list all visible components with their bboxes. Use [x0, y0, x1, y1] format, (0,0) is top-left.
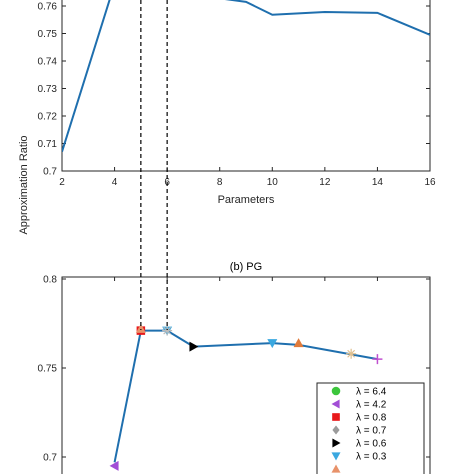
legend-entry-label: λ = 0.3	[356, 452, 387, 463]
top-y-tick-label: 0.71	[38, 139, 58, 150]
top-chart: 2468101214160.70.710.720.730.740.750.76 …	[38, 0, 436, 206]
top-ticks: 2468101214160.70.710.720.730.740.750.76	[38, 2, 436, 189]
bottom-axes-frame	[61, 276, 431, 474]
top-y-tick-label: 0.72	[38, 112, 58, 123]
legend-marker-circle	[331, 386, 341, 396]
bottom-y-tick-label: 0.7	[43, 453, 57, 464]
legend-entries: λ = 6.4 λ = 4.2 λ = 0.8 λ = 0.7 λ = 0.6 λ = 0…	[331, 386, 387, 473]
legend: λ = 6.4 λ = 4.2 λ = 0.8 λ = 0.7 λ = 0.6 λ = 0…	[316, 382, 425, 474]
bottom-chart-title: (b) PG	[230, 261, 262, 273]
data-marker-plus	[372, 354, 383, 365]
legend-marker-tri-left	[331, 399, 340, 409]
top-axes-frame	[61, 0, 431, 172]
data-marker-tri-up	[293, 338, 304, 348]
legend-marker-tri-down	[331, 452, 341, 461]
top-y-tick-label: 0.75	[38, 29, 58, 40]
bottom-chart: (b) PG 0.70.750.8 λ = 6.4λ = 4.2λ = 0.8λ…	[38, 261, 431, 474]
top-x-tick-label: 4	[112, 177, 118, 188]
top-x-tick-label: 2	[59, 177, 65, 188]
legend-marker-tri-right	[332, 438, 341, 448]
top-x-tick-label: 8	[217, 177, 223, 188]
data-marker-star	[162, 325, 173, 336]
legend-entry-label: λ = 0.7	[356, 426, 387, 437]
legend-entry-label: λ = 0.8	[356, 413, 387, 424]
top-y-tick-label: 0.74	[38, 57, 58, 68]
legend-marker-diamond	[332, 425, 340, 435]
legend-marker-square	[332, 413, 340, 421]
top-x-tick-label: 10	[267, 177, 279, 188]
data-marker-tri-left	[109, 460, 119, 471]
top-y-tick-label: 0.7	[43, 167, 57, 178]
data-marker-tri-up	[135, 323, 146, 333]
data-marker-tri-down	[267, 339, 278, 349]
data-marker-star	[346, 348, 357, 359]
top-y-tick-label: 0.73	[38, 84, 58, 95]
top-y-tick-label: 0.76	[38, 2, 58, 13]
dashed-reference-lines	[140, 0, 168, 330]
bottom-markers	[109, 323, 383, 471]
data-marker-tri-right	[189, 341, 199, 352]
top-x-axis-label: Parameters	[218, 194, 275, 206]
bottom-y-tick-label: 0.8	[43, 275, 57, 286]
top-x-tick-label: 12	[319, 177, 331, 188]
legend-marker-tri-up	[331, 464, 341, 473]
top-x-tick-label: 14	[372, 177, 384, 188]
top-x-tick-label: 16	[424, 177, 436, 188]
legend-entry-label: λ = 4.2	[356, 400, 387, 411]
top-series-line	[62, 0, 430, 153]
y-axis-label: Approximation Ratio	[18, 135, 30, 234]
legend-entry-label: λ = 0.6	[356, 439, 387, 450]
bottom-y-tick-label: 0.75	[38, 364, 58, 375]
legend-entry-label: λ = 6.4	[356, 387, 387, 398]
